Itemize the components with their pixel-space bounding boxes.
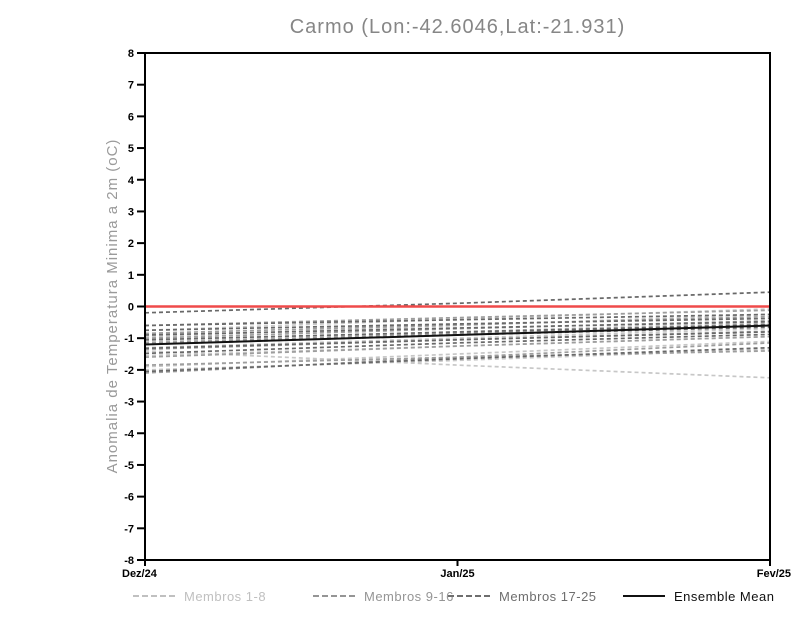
series-membro-8 [144,350,771,379]
y-tick-label: 6 [128,111,134,123]
y-tick-label: -4 [124,428,135,440]
legend-label: Ensemble Mean [674,588,775,604]
y-tick-label: -8 [124,555,134,567]
y-tick-label: -7 [124,523,134,535]
x-tick-label: Fev/25 [757,568,791,580]
legend-label: Membros 9-16 [364,588,454,604]
dashed-line-swatch [313,595,355,597]
series-membro-4 [144,327,771,349]
series-membro-2 [144,313,771,338]
series-membro-16 [144,342,771,374]
series-ensemble-mean [144,324,771,346]
legend-label: Membros 17-25 [499,588,597,604]
y-tick-label: 2 [128,238,134,250]
x-tick-label: Jan/25 [440,568,474,580]
series-membro-21 [144,324,771,341]
series-membro-19 [144,317,771,332]
series-membro-1 [144,308,771,332]
series-membro-14 [144,335,771,359]
y-tick-label: -3 [124,397,134,409]
y-tick-label: 4 [128,175,135,187]
legend-item-membros-9-16: Membros 9-16 [313,588,454,604]
y-tick-label: -5 [124,460,134,472]
series-membro-17 [144,291,771,314]
dashed-line-swatch [448,595,490,597]
series-membro-25 [144,346,771,373]
series-membro-3 [144,321,771,343]
series-membro-15 [144,350,771,366]
x-tick-label: Dez/24 [122,568,158,580]
series-membro-24 [144,333,771,355]
y-tick-label: 7 [128,80,134,92]
series-membro-9 [144,309,771,327]
series-membro-20 [144,320,771,336]
y-tick-label: -2 [124,365,134,377]
dashed-line-swatch [133,595,175,597]
y-tick-label: -1 [124,333,134,345]
y-tick-label: 3 [128,206,134,218]
series-membro-18 [144,313,771,327]
legend-item-ensemble-mean: Ensemble Mean [623,588,774,604]
y-tick-label: 1 [128,270,134,282]
series-membro-6 [144,340,771,368]
solid-line-swatch [623,595,665,597]
legend-label: Membros 1-8 [184,588,267,604]
series-membro-22 [144,326,771,346]
legend-item-membros-1-8: Membros 1-8 [133,588,266,604]
y-tick-label: -6 [124,492,134,504]
series-membro-23 [144,331,771,350]
legend: Membros 1-8 Membros 9-16 Membros 17-25 E… [0,588,800,608]
legend-item-membros-17-25: Membros 17-25 [448,588,597,604]
y-tick-label: 8 [128,48,134,60]
y-tick-label: 0 [128,302,134,314]
y-tick-label: 5 [128,143,134,155]
chart-title: Carmo (Lon:-42.6046,Lat:-21.931) [289,16,626,38]
series-membro-10 [144,315,771,335]
